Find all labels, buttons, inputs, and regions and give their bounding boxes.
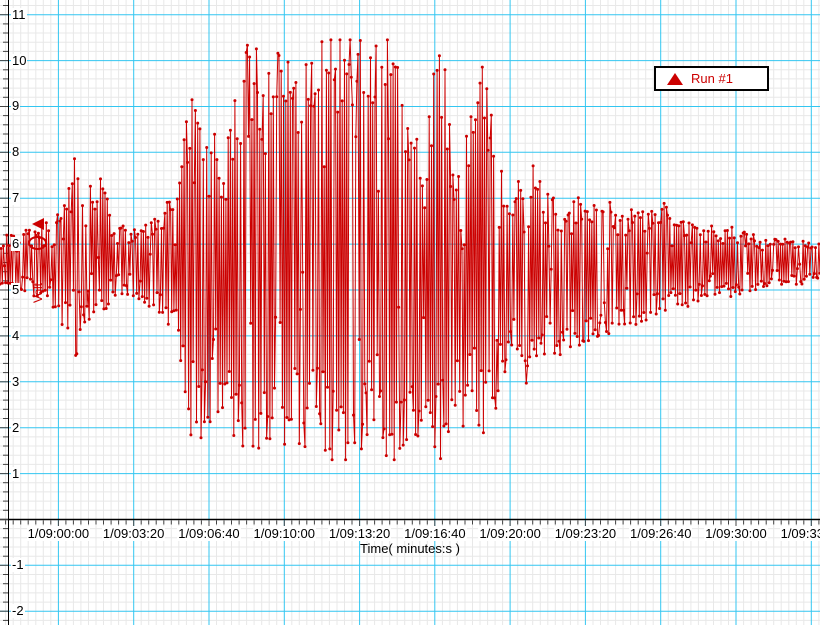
x-tick-label: 1/09:03:20 [101, 526, 166, 542]
y-scale-pointer-icon[interactable] [32, 217, 44, 230]
x-tick-label: 1/09:06:40 [177, 526, 241, 542]
x-tick-label: 1/09:23:20 [553, 526, 618, 542]
x-tick-label: 1/09:20:00 [478, 526, 542, 542]
legend-run-label: Run #1 [691, 71, 733, 86]
y-axis-label: Volt [31, 283, 45, 304]
y-tick-label: 2 [11, 419, 21, 435]
y-tick-label: 5 [11, 282, 21, 297]
y-tick-label: 4 [11, 327, 21, 343]
x-tick-label: 1/09:10:00 [252, 526, 316, 542]
y-tick-label: 10 [11, 52, 28, 68]
y-tick-label: 7 [11, 190, 21, 206]
x-tick-label: 1/09:00:00 [26, 526, 91, 542]
y-tick-label: 11 [11, 6, 27, 22]
x-tick-label: 1/09:33:20 [769, 526, 820, 542]
triangle-up-icon [667, 72, 683, 85]
y-tick-label: 3 [11, 373, 21, 389]
legend[interactable]: Run #1 [654, 66, 769, 91]
x-tick-label: 1/09:13:20 [327, 526, 392, 542]
ellipse-annotation-icon [28, 236, 47, 251]
y-tick-label: -2 [11, 603, 25, 619]
y-tick-label: 9 [11, 98, 21, 114]
x-tick-label: 1/09:26:40 [629, 526, 693, 542]
y-tick-label: 8 [11, 144, 21, 160]
x-tick-label: 1/09:16:40 [403, 526, 467, 542]
x-tick-label: 1/09:30:00 [704, 526, 768, 542]
y-tick-label: 1 [11, 465, 21, 481]
x-axis-title: Time( minutes:s ) [360, 541, 460, 556]
y-tick-label: -1 [11, 557, 25, 573]
y-tick-label: 6 [11, 236, 21, 252]
